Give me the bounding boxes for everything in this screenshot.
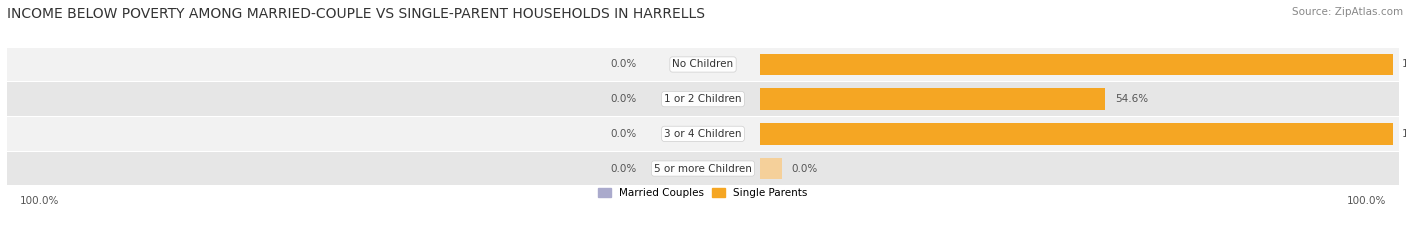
Bar [759,158,782,179]
Text: Source: ZipAtlas.com: Source: ZipAtlas.com [1292,7,1403,17]
Bar [7,117,1399,151]
Text: No Children: No Children [672,59,734,69]
Text: 0.0%: 0.0% [610,59,637,69]
Bar [7,82,1399,116]
Bar [759,123,1392,145]
Text: 54.6%: 54.6% [1115,94,1149,104]
Text: 3 or 4 Children: 3 or 4 Children [664,129,742,139]
Bar [7,48,1399,81]
Text: 1 or 2 Children: 1 or 2 Children [664,94,742,104]
Text: 0.0%: 0.0% [610,164,637,174]
Bar [759,54,1392,75]
Text: 100.0%: 100.0% [20,195,59,206]
Text: 0.0%: 0.0% [792,164,818,174]
Text: 5 or more Children: 5 or more Children [654,164,752,174]
Text: 100.0%: 100.0% [1347,195,1386,206]
Text: 100.0%: 100.0% [1402,59,1406,69]
Text: 100.0%: 100.0% [1402,129,1406,139]
Text: 0.0%: 0.0% [610,94,637,104]
Bar [7,152,1399,185]
Bar [759,88,1105,110]
Text: 0.0%: 0.0% [610,129,637,139]
Legend: Married Couples, Single Parents: Married Couples, Single Parents [599,188,807,198]
Text: INCOME BELOW POVERTY AMONG MARRIED-COUPLE VS SINGLE-PARENT HOUSEHOLDS IN HARRELL: INCOME BELOW POVERTY AMONG MARRIED-COUPL… [7,7,704,21]
